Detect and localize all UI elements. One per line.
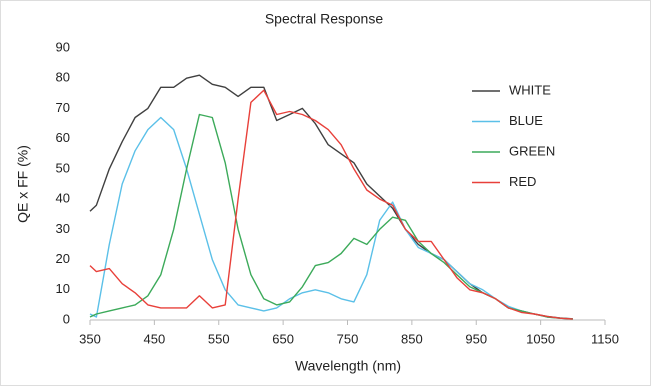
x-tick-label: 350 bbox=[79, 331, 101, 346]
x-tick-label: 1150 bbox=[591, 331, 619, 346]
legend-label: WHITE bbox=[509, 82, 551, 97]
y-tick-label: 90 bbox=[56, 39, 70, 54]
x-tick-label: 750 bbox=[337, 331, 359, 346]
series-line bbox=[89, 116, 573, 320]
y-tick-label: 30 bbox=[56, 221, 70, 236]
chart-title: Spectral Response bbox=[265, 11, 384, 27]
legend-label: GREEN bbox=[509, 143, 555, 158]
y-tick-label: 80 bbox=[56, 70, 70, 85]
y-tick-label: 20 bbox=[56, 251, 70, 266]
y-tick-label: 0 bbox=[63, 311, 70, 326]
y-tick-label: 40 bbox=[56, 191, 70, 206]
x-tick-label: 450 bbox=[144, 331, 166, 346]
x-tick-label: 550 bbox=[208, 331, 230, 346]
x-axis-label: Wavelength (nm) bbox=[295, 358, 401, 374]
y-axis-label: QE x FF (%) bbox=[15, 145, 31, 223]
y-tick-label: 10 bbox=[56, 281, 70, 296]
x-tick-label: 850 bbox=[401, 331, 423, 346]
legend-label: BLUE bbox=[509, 113, 543, 128]
x-tick-label: 650 bbox=[272, 331, 294, 346]
x-tick-label: 950 bbox=[465, 331, 487, 346]
y-tick-label: 70 bbox=[56, 100, 70, 115]
y-tick-label: 50 bbox=[56, 160, 70, 175]
series-line bbox=[89, 89, 573, 320]
y-tick-label: 60 bbox=[56, 130, 70, 145]
x-tick-label: 1050 bbox=[526, 331, 555, 346]
legend-label: RED bbox=[509, 174, 536, 189]
